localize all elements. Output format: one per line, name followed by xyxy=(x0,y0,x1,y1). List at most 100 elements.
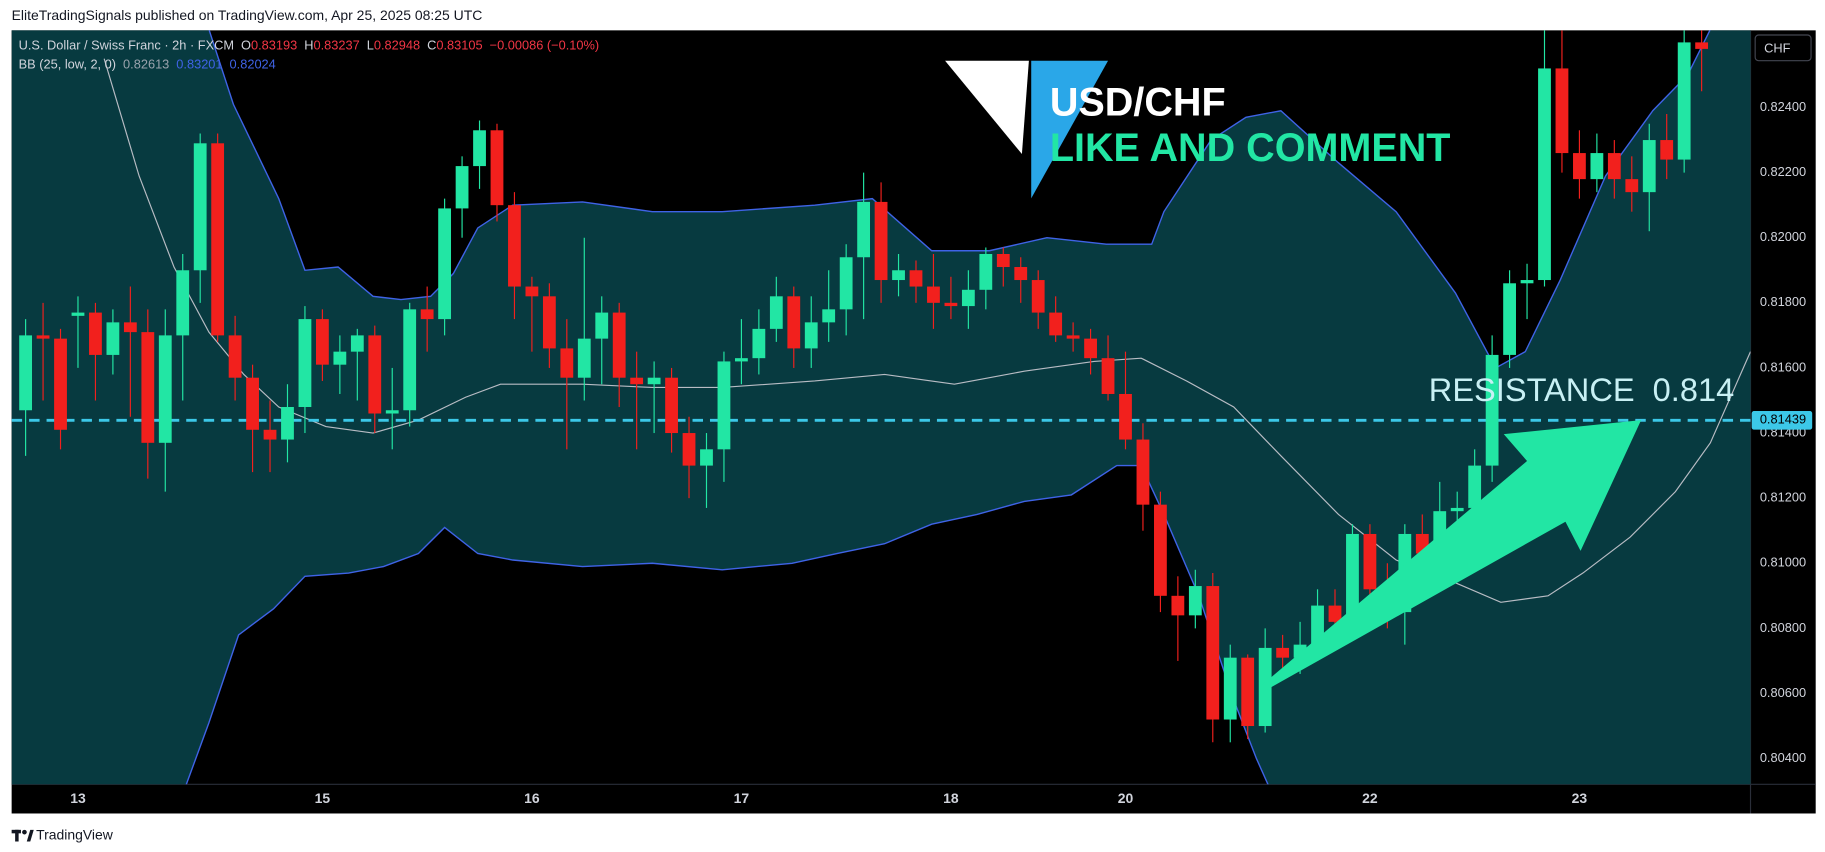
overlay: USD/CHF LIKE AND COMMENT RESISTANCE 0.81… xyxy=(19,34,1812,694)
symbol-legend: U.S. Dollar / Swiss Franc · 2h · FXCM O 0.… xyxy=(19,38,600,53)
candle-body xyxy=(54,338,67,430)
candle-body xyxy=(752,328,766,359)
logo-white xyxy=(945,60,1029,155)
currency-box[interactable] xyxy=(1754,34,1812,62)
candle-body xyxy=(508,205,521,287)
candle-body xyxy=(1188,586,1202,616)
candle-body xyxy=(839,257,853,310)
candle-body xyxy=(1241,657,1255,727)
candle-body xyxy=(647,377,661,385)
candle-body xyxy=(1468,465,1482,508)
candle-body xyxy=(1014,267,1028,281)
band-fill xyxy=(11,30,1751,785)
candle-body xyxy=(542,296,556,349)
candle-body xyxy=(804,322,818,349)
y-tick-label: 0.82000 xyxy=(1760,229,1806,244)
ohlc-change: −0.00086 (−0.10%) xyxy=(490,38,600,53)
logo-stem xyxy=(15,829,19,842)
candle-body xyxy=(525,286,539,297)
candle-body xyxy=(1276,647,1290,658)
candle-body xyxy=(89,312,102,355)
candle-body xyxy=(36,335,50,339)
candle-body xyxy=(19,335,33,411)
indicator-upper-value: 0.83201 xyxy=(176,57,222,72)
candle-body xyxy=(1206,586,1220,720)
ohlc-c-value: 0.83105 xyxy=(436,38,482,53)
footer-logo xyxy=(11,829,34,842)
ohlc-o-label: O xyxy=(241,38,251,53)
candle-body xyxy=(979,253,993,290)
candle-body xyxy=(368,335,382,414)
logo-dot xyxy=(22,829,27,835)
candle-body xyxy=(612,312,626,378)
candle-body xyxy=(927,286,940,303)
currency-label[interactable]: CHF xyxy=(1764,40,1790,55)
candle-body xyxy=(787,296,801,349)
candle-body xyxy=(1573,153,1586,180)
y-tick-label: 0.81600 xyxy=(1760,359,1806,374)
footer-brand: TradingView xyxy=(36,826,114,842)
publish-header: EliteTradingSignals published on Trading… xyxy=(12,7,483,23)
x-tick-label: 20 xyxy=(1118,790,1134,806)
candle-body xyxy=(1695,42,1709,49)
candle-body xyxy=(822,309,836,323)
candle-body xyxy=(892,270,905,281)
candle-body xyxy=(1677,42,1691,160)
trend-arrow xyxy=(1260,420,1642,694)
candle-body xyxy=(123,322,137,333)
candle-body xyxy=(665,377,678,434)
band-basis xyxy=(103,58,1751,603)
candle-body xyxy=(944,302,958,307)
candle-body xyxy=(700,449,713,466)
indicator-name: BB (25, low, 2, 0) xyxy=(19,57,116,72)
price-tag xyxy=(1751,411,1813,430)
candle-body xyxy=(996,253,1010,268)
candle-body xyxy=(455,166,469,209)
candle-body xyxy=(1084,338,1097,359)
candle-body xyxy=(1538,68,1551,281)
candle-body xyxy=(350,335,364,352)
candle-body xyxy=(193,143,207,271)
candle-body xyxy=(246,377,259,430)
y-tick-label: 0.80800 xyxy=(1760,620,1806,635)
ohlc-h-value: 0.83237 xyxy=(313,38,359,53)
candle-body xyxy=(577,338,591,378)
candle-body xyxy=(1660,140,1674,160)
y-tick-label: 0.81200 xyxy=(1760,490,1806,505)
candle-body xyxy=(281,407,294,440)
candle-body xyxy=(176,270,190,336)
x-tick-label: 22 xyxy=(1362,790,1378,806)
candle-body xyxy=(1485,354,1499,466)
symbol: U.S. Dollar / Swiss Franc · 2h · FXCM xyxy=(19,38,234,53)
candle-body xyxy=(961,289,975,307)
candle-body xyxy=(1066,335,1080,339)
x-tick-label: 18 xyxy=(943,790,959,806)
chart-subtitle: LIKE AND COMMENT xyxy=(1050,126,1451,170)
y-tick-label: 0.81000 xyxy=(1760,555,1806,570)
price-tag-label: 0.81439 xyxy=(1760,412,1806,427)
x-tick-label: 23 xyxy=(1572,790,1588,806)
candle-body xyxy=(1171,595,1185,616)
candle-body xyxy=(1223,657,1237,720)
candle-body xyxy=(420,309,434,320)
x-tick-label: 15 xyxy=(315,790,331,806)
candle-body xyxy=(1607,153,1621,180)
candle-body xyxy=(682,433,696,466)
x-tick-label: 17 xyxy=(734,790,750,806)
candle-body xyxy=(1590,153,1604,180)
candle-body xyxy=(1642,140,1656,193)
ohlc-h-label: H xyxy=(304,38,313,53)
candle-body xyxy=(1328,605,1342,622)
ohlc-c-label: C xyxy=(427,38,436,53)
candle-body xyxy=(1625,179,1639,193)
y-tick-label: 0.82400 xyxy=(1760,99,1806,114)
candle-body xyxy=(1346,533,1359,622)
candle-body xyxy=(315,319,329,365)
candle-body xyxy=(438,208,452,320)
candle-body xyxy=(1049,312,1063,336)
candle-body xyxy=(211,143,225,336)
x-tick-label: 16 xyxy=(524,790,540,806)
chart-title: USD/CHF xyxy=(1050,80,1226,124)
candle-body xyxy=(298,319,312,408)
